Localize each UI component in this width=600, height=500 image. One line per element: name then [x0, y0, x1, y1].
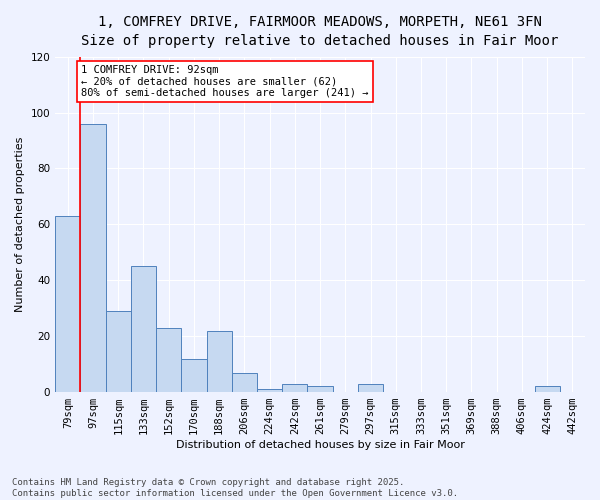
- Bar: [156, 328, 181, 392]
- Bar: [206, 330, 232, 392]
- Bar: [106, 311, 131, 392]
- Text: 1 COMFREY DRIVE: 92sqm
← 20% of detached houses are smaller (62)
80% of semi-det: 1 COMFREY DRIVE: 92sqm ← 20% of detached…: [81, 65, 368, 98]
- Text: Contains HM Land Registry data © Crown copyright and database right 2025.
Contai: Contains HM Land Registry data © Crown c…: [12, 478, 458, 498]
- Bar: [131, 266, 156, 392]
- Bar: [181, 358, 206, 392]
- Bar: [535, 386, 560, 392]
- Title: 1, COMFREY DRIVE, FAIRMOOR MEADOWS, MORPETH, NE61 3FN
Size of property relative : 1, COMFREY DRIVE, FAIRMOOR MEADOWS, MORP…: [82, 15, 559, 48]
- X-axis label: Distribution of detached houses by size in Fair Moor: Distribution of detached houses by size …: [176, 440, 464, 450]
- Bar: [358, 384, 383, 392]
- Bar: [257, 390, 282, 392]
- Bar: [80, 124, 106, 392]
- Y-axis label: Number of detached properties: Number of detached properties: [15, 136, 25, 312]
- Bar: [282, 384, 307, 392]
- Bar: [307, 386, 332, 392]
- Bar: [55, 216, 80, 392]
- Bar: [232, 372, 257, 392]
